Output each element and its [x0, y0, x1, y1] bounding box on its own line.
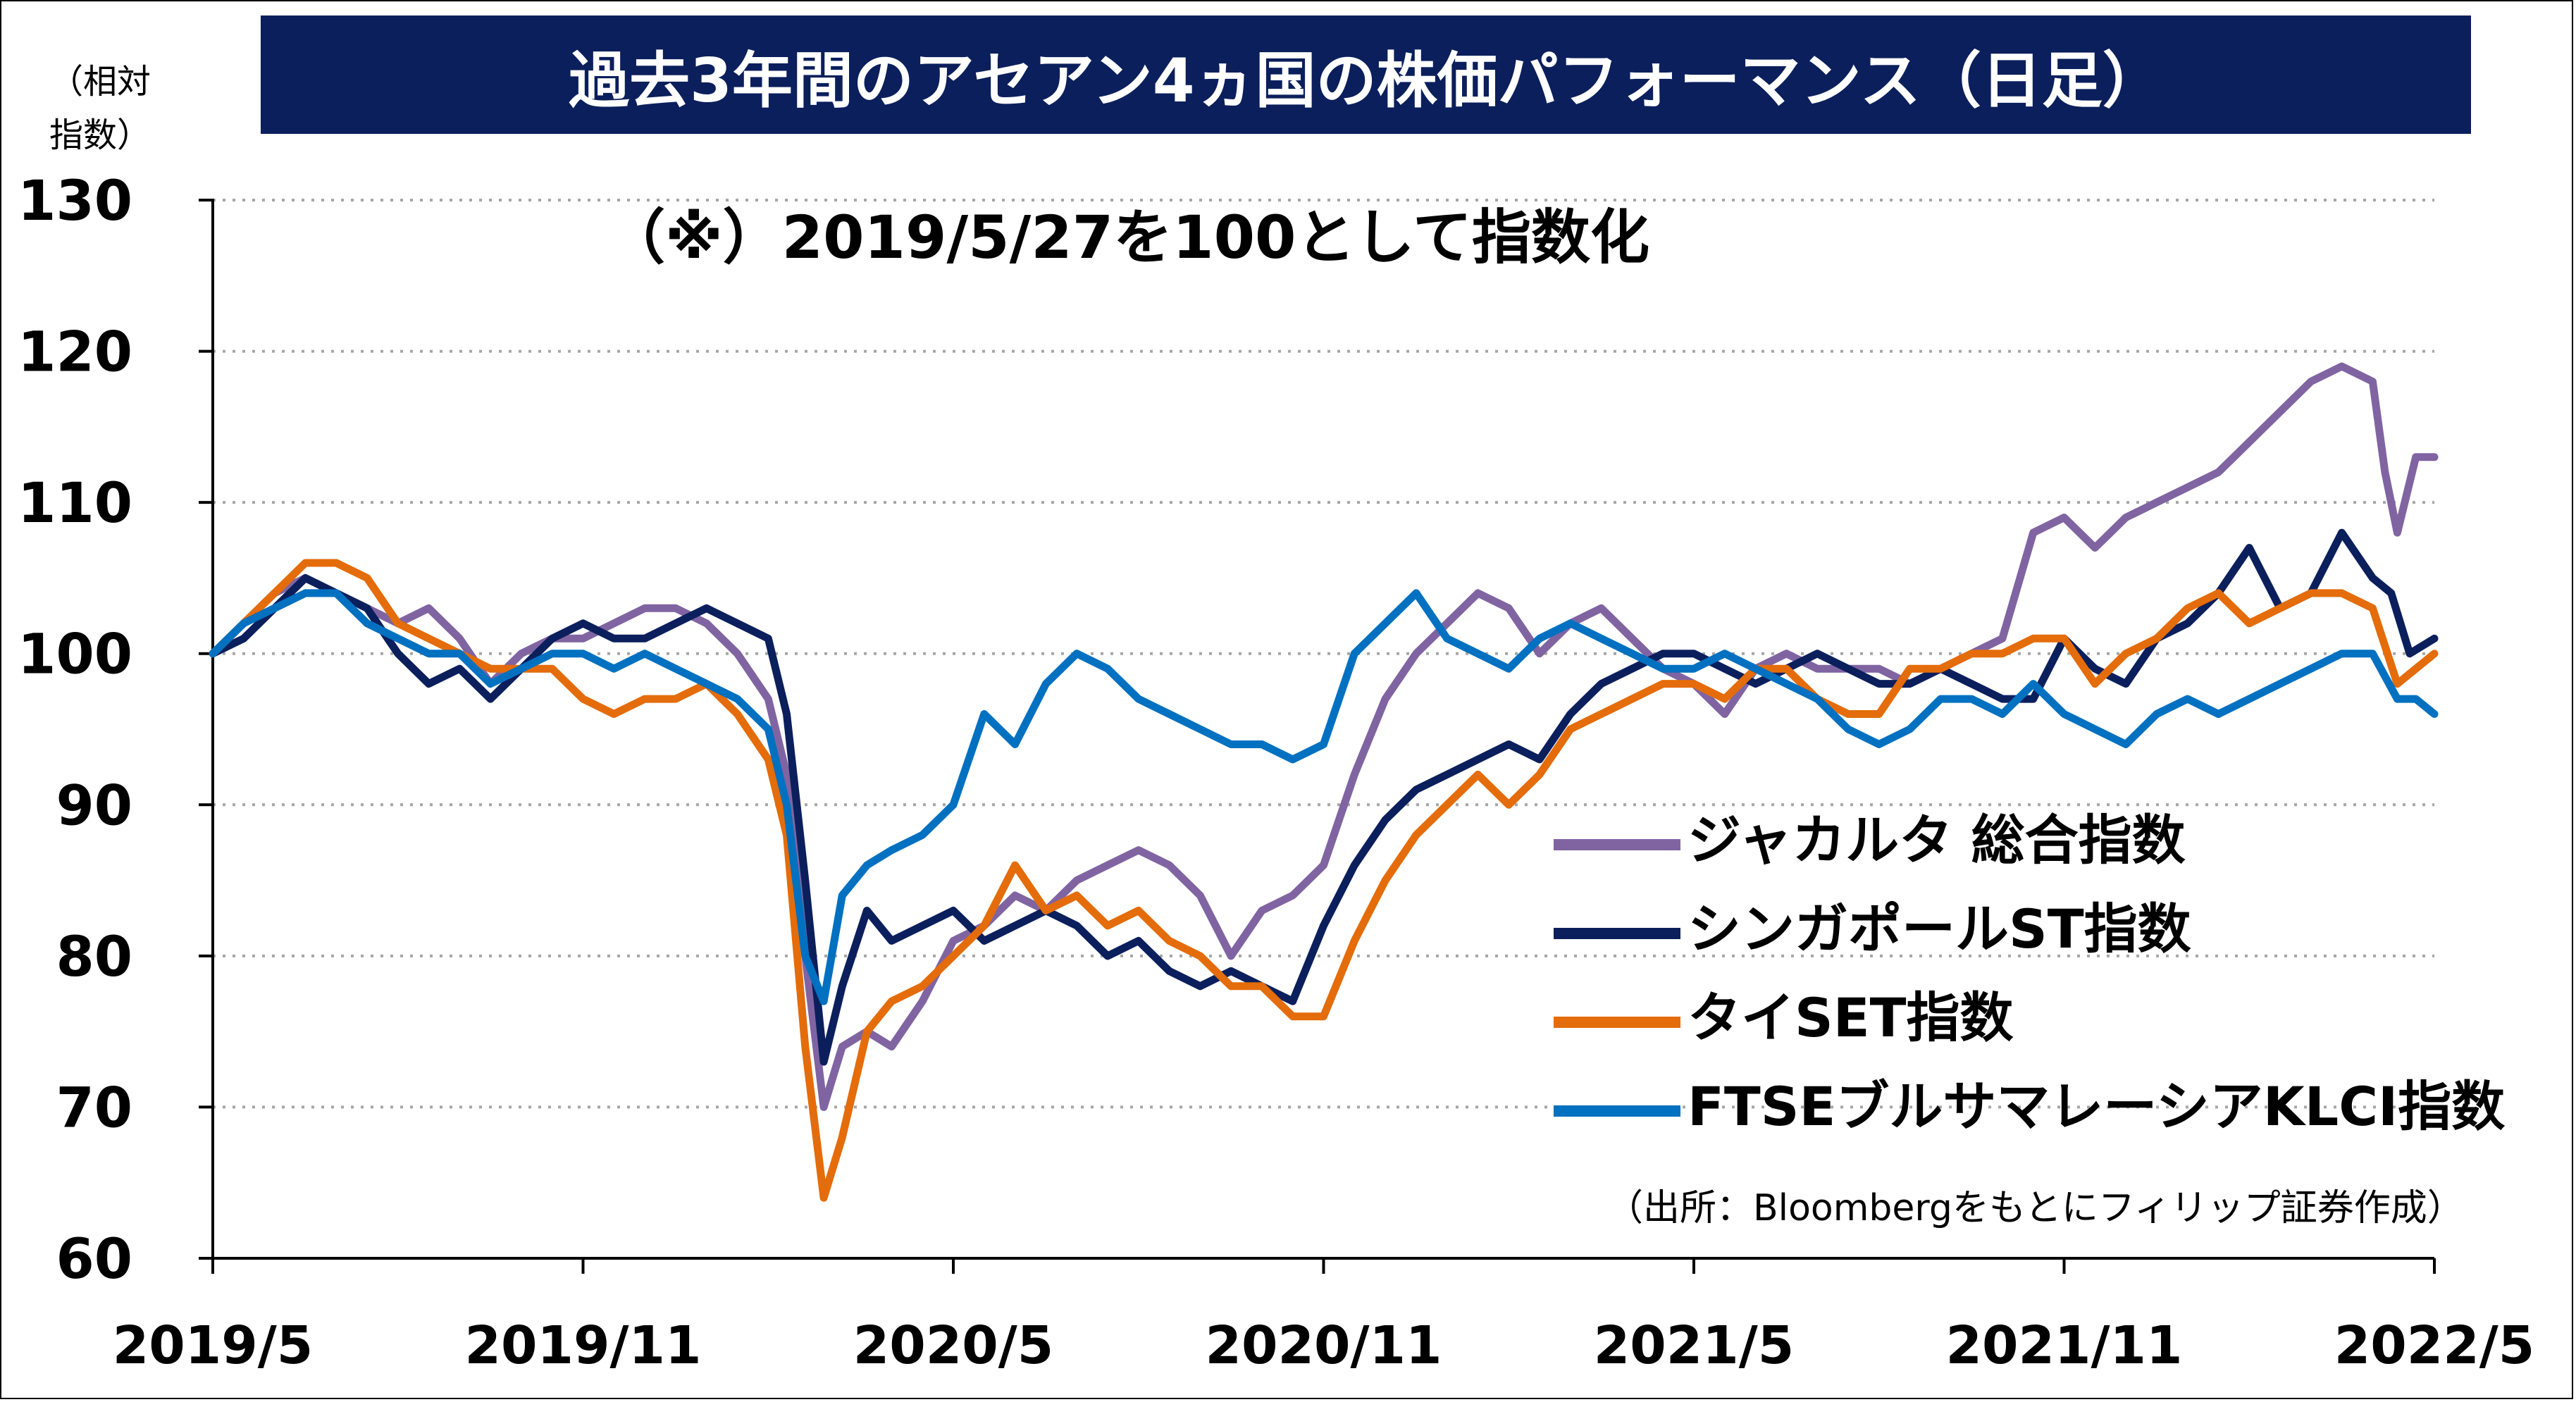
source-note: （出所：Bloombergをもとにフィリップ証券作成） [1606, 1187, 2464, 1229]
y-axis-label: （相対 指数） [49, 55, 190, 162]
legend-swatch-2 [1554, 1017, 1680, 1028]
legend-label-1: シンガポールST指数 [1688, 898, 2191, 960]
y-tick-label-100: 100 [18, 624, 132, 687]
legend-swatch-0 [1554, 839, 1680, 850]
legend-swatch-3 [1554, 1105, 1680, 1117]
index-note: （※）2019/5/27を100として指数化 [606, 203, 1649, 272]
y-tick-label-130: 130 [18, 170, 132, 233]
y-axis-label-line-1: （相対 [49, 62, 151, 101]
y-tick-label-110: 110 [18, 472, 132, 535]
legend-label-3: FTSEブルサマレーシアKLCI指数 [1688, 1075, 2506, 1138]
chart-title-text: 過去3年間のアセアン4ヵ国の株価パフォーマンス（日足） [569, 45, 2163, 116]
x-tick-label-0: 2019/5 [113, 1315, 313, 1376]
series-line-1 [209, 528, 2439, 1066]
x-tick-label-3: 2020/11 [1206, 1315, 1442, 1376]
x-tick-label-1: 2019/11 [465, 1315, 702, 1376]
x-tick-label-2: 2020/5 [853, 1315, 1053, 1376]
legend-item-2: タイSET指数 [1554, 979, 2540, 1057]
y-axis-label-line-2: 指数） [49, 116, 151, 155]
x-tick-label-5: 2021/11 [1946, 1315, 2183, 1376]
series-line-0 [209, 362, 2439, 1111]
x-tick-label-6: 2022/5 [2334, 1315, 2534, 1376]
series-line-2 [209, 559, 2439, 1202]
legend-label-0: ジャカルタ 総合指数 [1688, 809, 2186, 871]
legend-item-1: シンガポールST指数 [1554, 891, 2540, 968]
series-line-3 [209, 589, 2439, 1005]
legend-swatch-1 [1554, 928, 1680, 939]
legend-label-2: タイSET指数 [1688, 986, 2014, 1049]
chart-title: 過去3年間のアセアン4ヵ国の株価パフォーマンス（日足） [261, 15, 2471, 134]
x-tick-label-4: 2021/5 [1594, 1315, 1794, 1376]
y-tick-label-60: 60 [56, 1228, 132, 1291]
y-tick-label-80: 80 [56, 926, 132, 989]
legend-item-0: ジャカルタ 総合指数 [1554, 802, 2540, 879]
y-tick-label-90: 90 [56, 774, 132, 838]
y-tick-label-120: 120 [18, 321, 132, 385]
legend-item-3: FTSEブルサマレーシアKLCI指数 [1554, 1068, 2540, 1146]
y-tick-label-70: 70 [56, 1077, 132, 1140]
